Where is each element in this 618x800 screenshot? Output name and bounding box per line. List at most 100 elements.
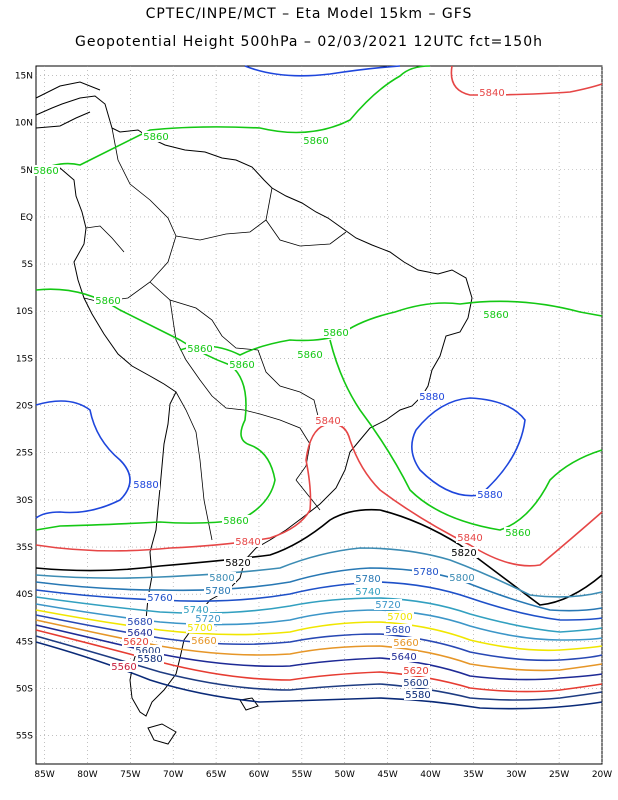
contour-label-bg	[404, 689, 432, 700]
contour-label: 5780	[355, 574, 380, 585]
contour-label-bg	[504, 527, 532, 538]
contour-label-bg	[136, 653, 164, 664]
contour-label: 5640	[127, 628, 152, 639]
contour-label: 5620	[123, 637, 148, 648]
contour-5720	[35, 603, 603, 641]
contour-5840-top	[450, 65, 603, 96]
contour-5780	[35, 567, 603, 612]
latitude-label: 15S	[16, 354, 33, 364]
contour-label-bg	[190, 635, 218, 646]
contour-label: 5860	[297, 350, 322, 361]
latitude-labels: 15N 10N 5N EQ 5S 10S 15S 20S 25S 30S 35S 40S 45S 50S 5…	[15, 71, 33, 741]
contour-5660	[35, 619, 603, 672]
contour-label: 5800	[209, 573, 234, 584]
contour-label: 5880	[477, 490, 502, 501]
longitude-label: 35W	[463, 770, 483, 780]
contour-label-bg	[402, 665, 430, 676]
latitude-label: 25S	[16, 449, 33, 459]
contour-label-bg	[418, 391, 446, 402]
contour-label-bg	[450, 547, 478, 558]
contour-label-bg	[182, 604, 210, 615]
contour-label: 5800	[449, 573, 474, 584]
contour-label-bg	[374, 599, 402, 610]
contour-label-bg	[314, 415, 342, 426]
contour-label: 5880	[419, 392, 444, 403]
contour-label-bg	[134, 645, 162, 656]
latitude-label: 45S	[16, 637, 33, 647]
contour-5880-east	[411, 397, 526, 497]
contour-5860-mid	[35, 288, 276, 531]
longitude-label: 85W	[34, 770, 54, 780]
contour-label: 5840	[315, 416, 340, 427]
contour-label: 5580	[405, 690, 430, 701]
latitude-label: 10S	[16, 307, 33, 317]
contour-label: 5860	[229, 360, 254, 371]
contour-label-bg	[186, 622, 214, 633]
contour-label-bg	[482, 309, 510, 320]
contour-5580	[35, 641, 603, 710]
longitude-label: 80W	[77, 770, 97, 780]
longitude-label: 55W	[292, 770, 312, 780]
latitude-label: EQ	[20, 213, 33, 223]
contour-label-bg	[354, 586, 382, 597]
contour-label: 5580	[137, 654, 162, 665]
contour-label: 5840	[457, 533, 482, 544]
contour-label: 5680	[385, 625, 410, 636]
longitude-label: 40W	[420, 770, 440, 780]
contour-label: 5660	[191, 636, 216, 647]
map-title: CPTEC/INPE/MCT – Eta Model 15km – GFS	[145, 6, 473, 22]
latitude-label: 5N	[21, 166, 33, 176]
contour-label: 5860	[505, 528, 530, 539]
longitude-label: 25W	[549, 770, 569, 780]
contour-5880-top	[244, 65, 401, 77]
contour-label: 5780	[205, 586, 230, 597]
contour-label-bg	[448, 572, 476, 583]
contour-label: 5860	[223, 516, 248, 527]
latitude-label: 5S	[22, 260, 34, 270]
contour-5880-west	[35, 400, 131, 519]
contour-label-bg	[222, 515, 250, 526]
contour-label-bg	[228, 359, 256, 370]
contour-label: 5860	[143, 132, 168, 143]
contour-label: 5740	[183, 605, 208, 616]
contour-label-bg	[302, 135, 330, 146]
contour-5860-south	[329, 339, 603, 531]
latitude-label: 55S	[16, 732, 33, 742]
latitude-label: 10N	[15, 119, 33, 129]
contour-label: 5740	[355, 587, 380, 598]
latitude-label: 40S	[16, 590, 33, 600]
contour-label-bg	[402, 677, 430, 688]
contour-label-bg	[456, 532, 484, 543]
latitude-label: 30S	[16, 496, 33, 506]
contour-label: 5700	[387, 612, 412, 623]
contour-label: 5820	[225, 558, 250, 569]
longitude-label: 20W	[592, 770, 612, 780]
contour-label: 5600	[135, 646, 160, 657]
contour-5800	[35, 547, 603, 598]
contour-label: 5660	[393, 638, 418, 649]
contour-label: 5860	[33, 166, 58, 177]
contour-label-bg	[322, 327, 350, 338]
contour-label: 5860	[95, 296, 120, 307]
longitude-label: 70W	[163, 770, 183, 780]
contour-5860-interior	[179, 300, 603, 356]
contour-label-bg	[354, 573, 382, 584]
contour-label: 5880	[133, 480, 158, 491]
contour-label: 5560	[111, 662, 136, 673]
longitude-labels: 85W 80W 75W 70W 65W 60W 55W 50W 45W 40W 35W 30W 25W 2…	[34, 770, 612, 780]
contour-5860-north	[35, 65, 431, 173]
contour-label-bg	[126, 616, 154, 627]
contour-label-bg	[204, 585, 232, 596]
contour-label-bg	[296, 349, 324, 360]
contour-label: 5780	[413, 567, 438, 578]
contour-label: 5860	[303, 136, 328, 147]
longitude-label: 50W	[335, 770, 355, 780]
latitude-label: 50S	[16, 685, 33, 695]
contour-label-bg	[390, 651, 418, 662]
contour-label-bg	[392, 637, 420, 648]
longitude-label: 65W	[206, 770, 226, 780]
contour-label-bg	[146, 592, 174, 603]
contour-label: 5600	[403, 678, 428, 689]
contour-label: 5820	[451, 548, 476, 559]
longitude-label: 30W	[506, 770, 526, 780]
